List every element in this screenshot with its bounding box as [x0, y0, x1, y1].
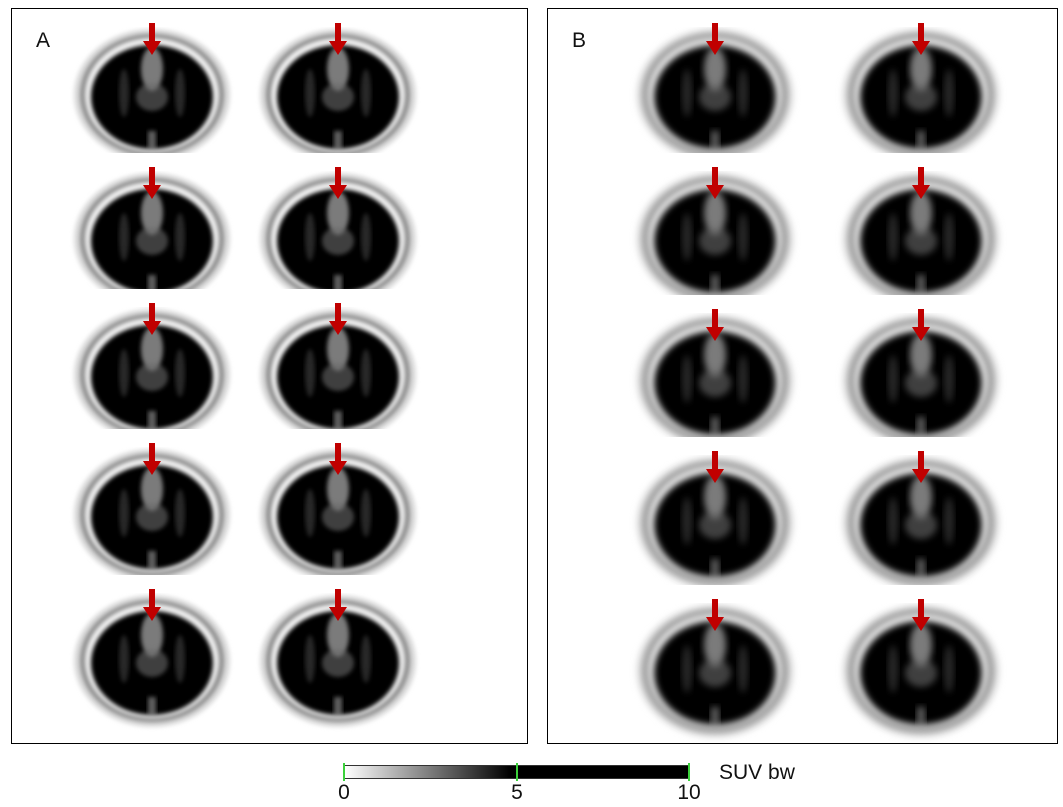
panel-a-arrow-icon-1 — [143, 23, 161, 55]
panel-b-slice-8 — [836, 437, 1006, 589]
panel-b-slice-10 — [836, 585, 1006, 737]
panel-a-arrow-icon-5 — [143, 303, 161, 335]
colorbar-tick-5 — [516, 763, 518, 781]
panel-a-arrow-icon-4 — [329, 167, 347, 199]
colorbar-tick-0 — [343, 763, 345, 781]
panel-a-slice-3 — [67, 153, 237, 305]
panel-a-arrow-icon-10 — [329, 589, 347, 621]
panel-b-slice-3 — [630, 153, 800, 305]
panel-b-arrow-icon-5 — [706, 309, 724, 341]
colorbar-label-0: 0 — [338, 781, 350, 804]
panel-a-slice-4 — [253, 153, 423, 305]
panel-a-slice-9 — [67, 575, 237, 727]
panel-b-arrow-icon-10 — [912, 599, 930, 631]
panel-a-slice-8 — [253, 429, 423, 581]
colorbar-gradient — [344, 765, 690, 779]
panel-b-slice-1 — [630, 9, 800, 161]
panel-b-slice-5 — [630, 295, 800, 447]
panel-a-slice-1 — [67, 9, 237, 161]
panel-b-label: B — [572, 29, 587, 52]
panel-b: B — [547, 8, 1058, 744]
colorbar-tick-10 — [688, 763, 690, 781]
colorbar-label-5: 5 — [511, 781, 523, 804]
panel-a-arrow-icon-7 — [143, 443, 161, 475]
panel-b-arrow-icon-9 — [706, 599, 724, 631]
panel-b-arrow-icon-1 — [706, 23, 724, 55]
panel-b-arrow-icon-3 — [706, 167, 724, 199]
panel-a-slice-5 — [67, 289, 237, 441]
panel-b-arrow-icon-6 — [912, 309, 930, 341]
panel-a-slices — [67, 9, 423, 727]
panel-b-arrow-icon-4 — [912, 167, 930, 199]
panel-a-arrow-icon-8 — [329, 443, 347, 475]
panel-a-slice-2 — [253, 9, 423, 161]
panel-b-arrow-icon-8 — [912, 451, 930, 483]
panel-a-arrow-icon-6 — [329, 303, 347, 335]
colorbar-unit: SUV bw — [719, 761, 795, 784]
panel-b-arrow-icon-2 — [912, 23, 930, 55]
panel-a-arrow-icon-9 — [143, 589, 161, 621]
panel-b-arrow-icon-7 — [706, 451, 724, 483]
panel-b-slice-9 — [630, 585, 800, 737]
panel-a: A — [11, 8, 528, 744]
panel-b-slice-7 — [630, 437, 800, 589]
panel-a-arrow-icon-2 — [329, 23, 347, 55]
panel-a-slice-7 — [67, 429, 237, 581]
colorbar-label-10: 10 — [677, 781, 701, 804]
panel-b-slice-2 — [836, 9, 1006, 161]
panel-b-slice-4 — [836, 153, 1006, 305]
panel-a-arrow-icon-3 — [143, 167, 161, 199]
panel-b-slice-6 — [836, 295, 1006, 447]
panel-a-slice-10 — [253, 575, 423, 727]
panel-a-slice-6 — [253, 289, 423, 441]
panel-b-slices — [630, 9, 1006, 737]
panel-a-label: A — [36, 29, 51, 52]
